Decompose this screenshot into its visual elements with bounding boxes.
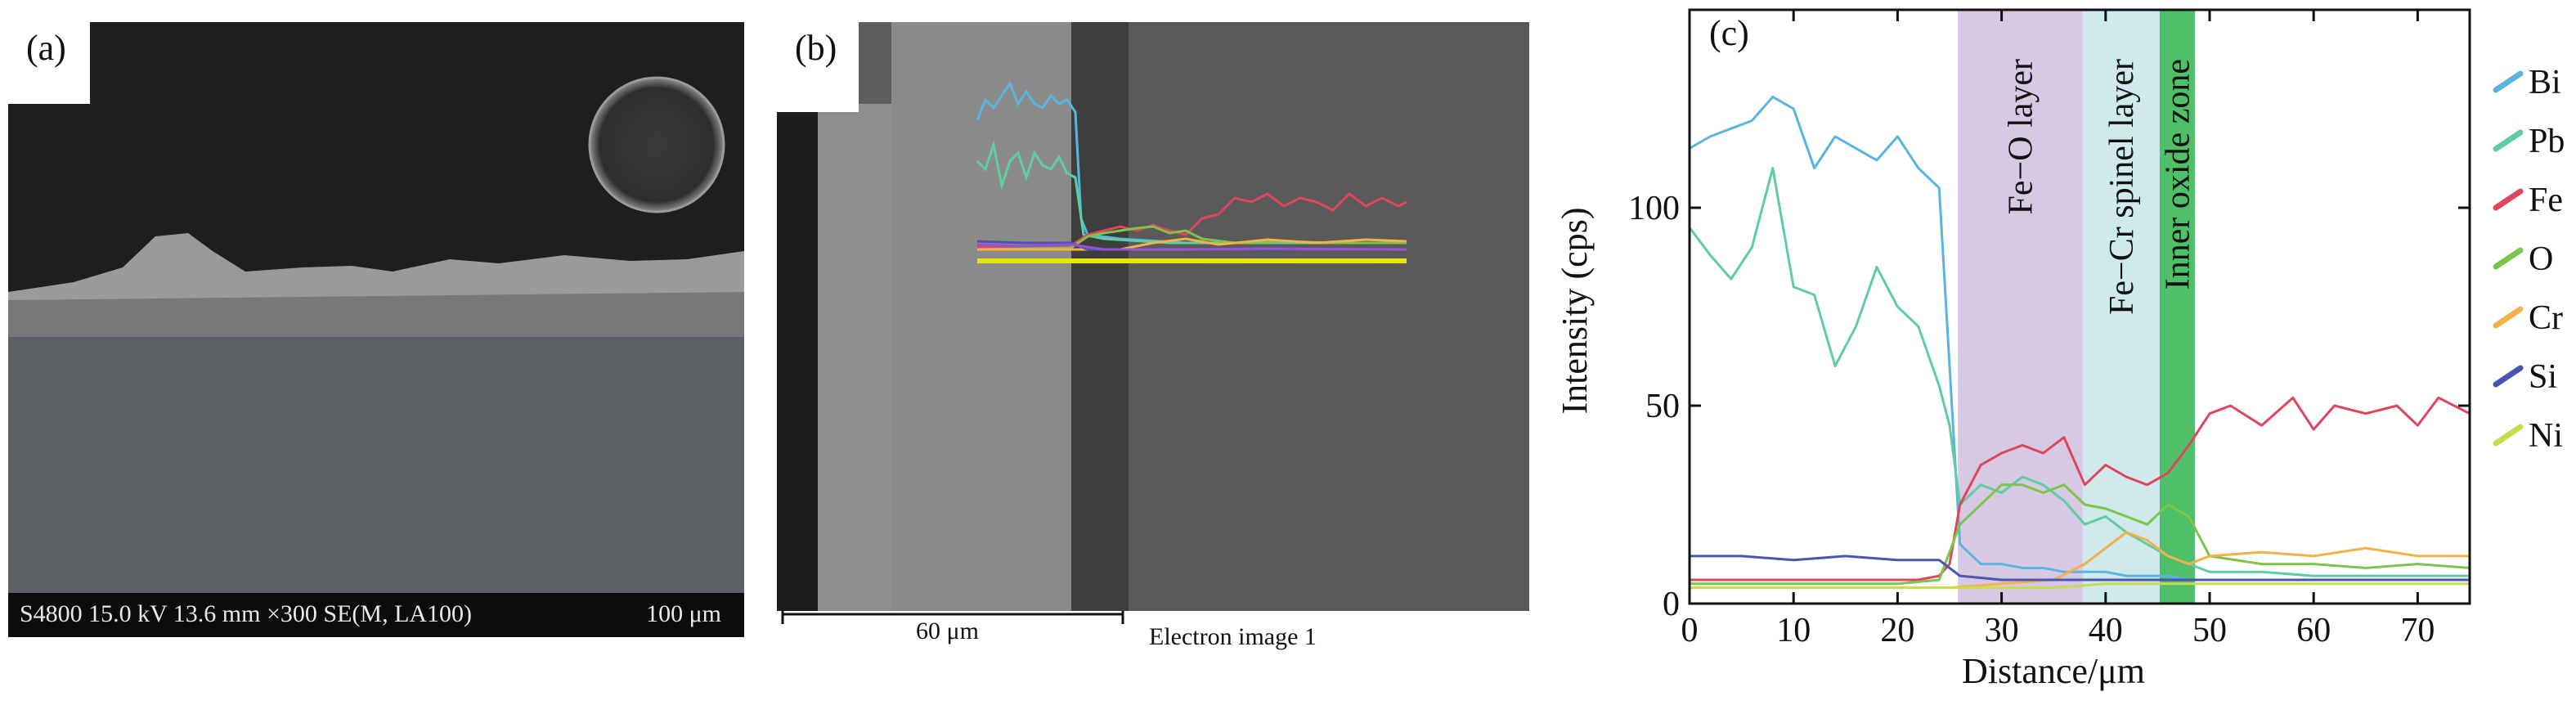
- x-tick-label-1: 10: [1776, 612, 1811, 649]
- chart-series: [1688, 95, 2471, 590]
- y-tick-label-0: 0: [1663, 586, 1680, 623]
- x-tick-label-2: 20: [1880, 612, 1914, 649]
- series-line-pb: [1688, 167, 2470, 577]
- x-axis-label: Distance/μm: [1962, 651, 2145, 691]
- panel-c-label: (c): [1709, 13, 1749, 53]
- electron-image-b-graphic: [777, 22, 1529, 611]
- legend-label-o: O: [2529, 240, 2553, 278]
- series-line-ni: [1690, 582, 2470, 590]
- legend-swatch-o: [2493, 247, 2524, 270]
- sem-info-text: S4800 15.0 kV 13.6 mm ×300 SE(M, LA100): [20, 600, 473, 627]
- region-label-1: Fe−Cr spinel layer: [2103, 59, 2141, 315]
- line-scan-chart: Fe−O layer Fe−Cr spinel layer Inner oxide …: [1555, 8, 2565, 691]
- panel-b-label: (b): [777, 22, 855, 77]
- linescan-o-purple: [976, 243, 1407, 251]
- x-tick-label-7: 70: [2400, 612, 2435, 649]
- series-line-si: [1690, 555, 2470, 582]
- y-tick-label-1: 50: [1645, 388, 1680, 425]
- chart-regions: Fe−O layer Fe−Cr spinel layer Inner oxide …: [1958, 10, 2197, 604]
- legend-label-fe: Fe: [2529, 182, 2563, 219]
- x-tick-label-0: 0: [1681, 612, 1699, 649]
- legend-swatch-fe: [2493, 188, 2524, 211]
- panel-a-label: (a): [8, 22, 84, 77]
- y-tick-label-2: 100: [1628, 190, 1680, 227]
- sem-image-panel-a: (a) S4800 15.0 kV 13.6 mm ×300 SE(M, LA1…: [8, 22, 744, 637]
- y-axis-label: Intensity (cps): [1555, 208, 1595, 415]
- legend-swatch-pb: [2493, 129, 2524, 152]
- legend-label-ni: Ni: [2529, 417, 2563, 455]
- x-tick-label-5: 50: [2192, 612, 2227, 649]
- chart-ticks: 0 10 20 30 40 50 60 70 0 50 100: [1628, 10, 2470, 649]
- sem-image-a-graphic: [8, 22, 744, 599]
- legend-label-pb: Pb: [2529, 123, 2565, 160]
- region-label-0: Fe−O layer: [2002, 59, 2040, 214]
- legend-swatch-bi: [2493, 70, 2524, 93]
- electron-image-panel-b: (b): [777, 22, 1529, 611]
- scale-label-b: 60 μm: [916, 617, 979, 644]
- linescan-o: [976, 225, 1407, 251]
- legend-label-bi: Bi: [2529, 64, 2561, 101]
- region-label-2: Inner oxide zone: [2160, 59, 2197, 290]
- legend-label-si: Si: [2529, 358, 2557, 396]
- region-2: [2159, 10, 2196, 604]
- plot-frame: [1688, 8, 2471, 605]
- x-tick-label-6: 60: [2296, 612, 2331, 649]
- sem-scale-label: 100 μm: [646, 600, 721, 627]
- image-caption-b: Electron image 1: [1149, 623, 1317, 650]
- legend-swatch-si: [2493, 365, 2524, 388]
- sem-info-bar: S4800 15.0 kV 13.6 mm ×300 SE(M, LA100) …: [8, 593, 744, 637]
- legend-label-cr: Cr: [2529, 299, 2563, 337]
- legend-swatch-cr: [2493, 306, 2524, 329]
- region-1: [2082, 10, 2160, 604]
- chart-legend: Bi Pb Fe O Cr Si Ni: [2493, 64, 2565, 455]
- x-tick-label-4: 40: [2089, 612, 2123, 649]
- x-tick-label-3: 30: [1985, 612, 2019, 649]
- scale-bar-b: [781, 611, 1124, 624]
- series-line-o: [1690, 483, 2471, 586]
- legend-swatch-ni: [2493, 424, 2524, 447]
- linescan-fe: [977, 192, 1407, 249]
- series-line-fe: [1690, 396, 2471, 582]
- linescan-cr: [977, 237, 1407, 251]
- region-0: [1958, 10, 2083, 604]
